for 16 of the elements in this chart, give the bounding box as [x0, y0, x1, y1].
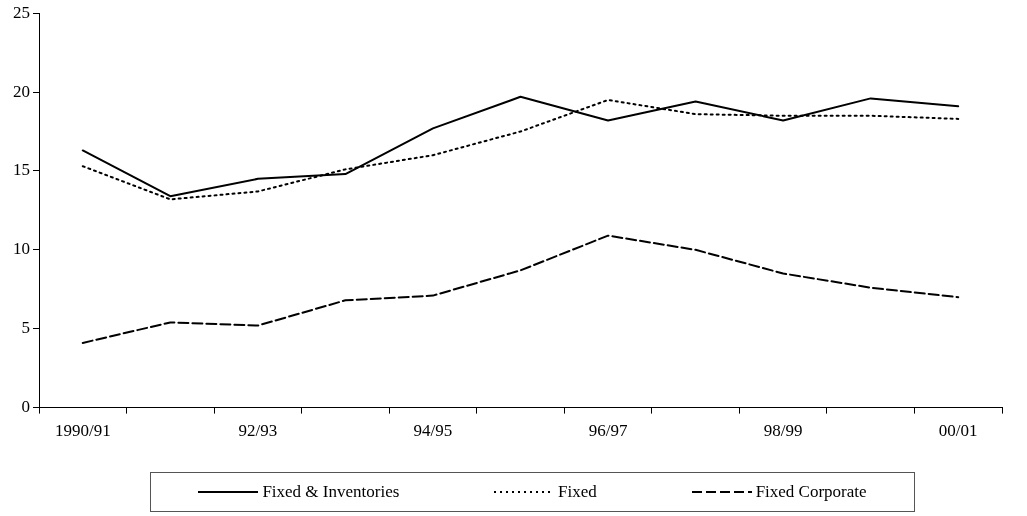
- legend-label: Fixed: [558, 482, 597, 502]
- x-tick-label: 94/95: [413, 421, 453, 441]
- x-tick-label: 00/01: [938, 421, 978, 441]
- y-tick-label: 0: [21, 397, 30, 417]
- x-tick-label: 98/99: [763, 421, 803, 441]
- x-tick-label: 1990/91: [54, 421, 111, 441]
- y-tick-label: 10: [13, 239, 30, 259]
- legend-label: Fixed & Inventories: [262, 482, 400, 502]
- line-series: [81, 234, 960, 344]
- y-tick-label: 25: [13, 2, 30, 22]
- y-tick-label: 20: [13, 81, 30, 101]
- x-tick-label: 96/97: [588, 421, 628, 441]
- x-tick-label: 92/93: [238, 421, 278, 441]
- y-tick-label: 5: [21, 318, 30, 338]
- legend-label: Fixed Corporate: [755, 482, 867, 502]
- y-tick-label: 15: [13, 160, 30, 180]
